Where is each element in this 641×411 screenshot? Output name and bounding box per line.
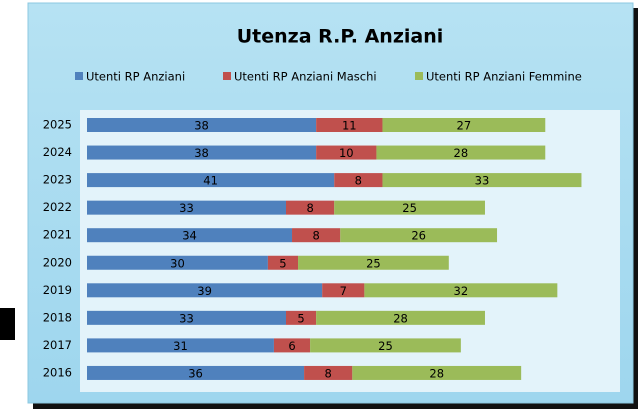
data-label: 36 xyxy=(188,366,203,380)
bar-segment xyxy=(87,118,317,132)
data-label: 8 xyxy=(355,174,362,188)
y-tick-label: 2025 xyxy=(43,118,72,132)
data-label: 28 xyxy=(393,311,408,325)
data-label: 34 xyxy=(182,229,197,243)
bar-segment xyxy=(87,365,305,380)
bar-segment xyxy=(292,228,341,243)
legend-label: Utenti RP Anziani xyxy=(86,70,185,84)
bar-segment xyxy=(340,228,498,243)
y-tick-label: 2020 xyxy=(43,255,72,269)
bar-segment xyxy=(87,310,286,325)
bar-segment xyxy=(316,118,383,132)
data-label: 6 xyxy=(288,339,295,353)
data-label: 8 xyxy=(325,366,332,380)
data-label: 26 xyxy=(411,229,426,243)
bar-segment xyxy=(322,283,365,298)
data-label: 8 xyxy=(306,201,313,215)
legend-swatch xyxy=(75,72,83,80)
bar-segment xyxy=(304,365,353,380)
y-tick-label: 2016 xyxy=(43,365,72,379)
bar-segment xyxy=(87,283,323,298)
bar-segment xyxy=(285,310,317,325)
data-label: 10 xyxy=(339,146,354,160)
y-tick-label: 2023 xyxy=(43,173,72,187)
chart-title: Utenza R.P. Anziani xyxy=(237,26,444,48)
bar-segment xyxy=(376,145,546,160)
data-label: 27 xyxy=(457,119,472,133)
bar-segment xyxy=(87,255,268,270)
y-tick-label: 2022 xyxy=(43,200,72,214)
data-label: 5 xyxy=(297,311,304,325)
bar-segment xyxy=(310,338,461,353)
data-label: 11 xyxy=(342,119,357,133)
data-label: 33 xyxy=(475,174,490,188)
y-tick-label: 2024 xyxy=(43,145,72,159)
data-label: 41 xyxy=(203,174,218,188)
bar-segment xyxy=(87,338,274,353)
data-label: 33 xyxy=(179,311,194,325)
legend-swatch xyxy=(223,72,231,80)
bar-segment xyxy=(316,145,377,160)
bar-segment xyxy=(273,338,311,353)
data-label: 28 xyxy=(429,366,444,380)
bar-segment xyxy=(382,118,546,132)
data-label: 38 xyxy=(194,146,209,160)
bar-segment xyxy=(334,200,485,215)
data-label: 7 xyxy=(340,284,347,298)
legend-label: Utenti RP Anziani Femmine xyxy=(426,70,582,84)
data-label: 25 xyxy=(402,201,417,215)
data-label: 5 xyxy=(279,256,286,270)
data-label: 30 xyxy=(170,256,185,270)
data-label: 39 xyxy=(197,284,212,298)
bar-segment xyxy=(352,365,522,380)
bar-segment xyxy=(298,255,449,270)
bar-segment xyxy=(364,283,558,298)
data-label: 28 xyxy=(454,146,469,160)
data-label: 25 xyxy=(378,339,393,353)
bar-segment xyxy=(87,173,335,188)
decoration xyxy=(0,308,15,340)
y-tick-label: 2017 xyxy=(43,338,72,352)
y-tick-label: 2018 xyxy=(43,310,72,324)
data-label: 8 xyxy=(312,229,319,243)
bar-segment xyxy=(316,310,485,325)
bar-segment xyxy=(285,200,335,215)
data-label: 33 xyxy=(179,201,194,215)
legend-label: Utenti RP Anziani Maschi xyxy=(234,70,377,84)
bar-segment xyxy=(87,228,293,243)
data-label: 32 xyxy=(454,284,469,298)
y-tick-label: 2021 xyxy=(43,228,72,242)
legend-swatch xyxy=(415,72,423,80)
data-label: 31 xyxy=(173,339,188,353)
data-label: 25 xyxy=(366,256,381,270)
bar-segment xyxy=(382,173,582,188)
y-tick-label: 2019 xyxy=(43,283,72,297)
bar-segment xyxy=(87,200,286,215)
data-label: 38 xyxy=(194,119,209,133)
bar-segment xyxy=(334,173,383,188)
bar-segment xyxy=(267,255,299,270)
bar-segment xyxy=(87,145,317,160)
